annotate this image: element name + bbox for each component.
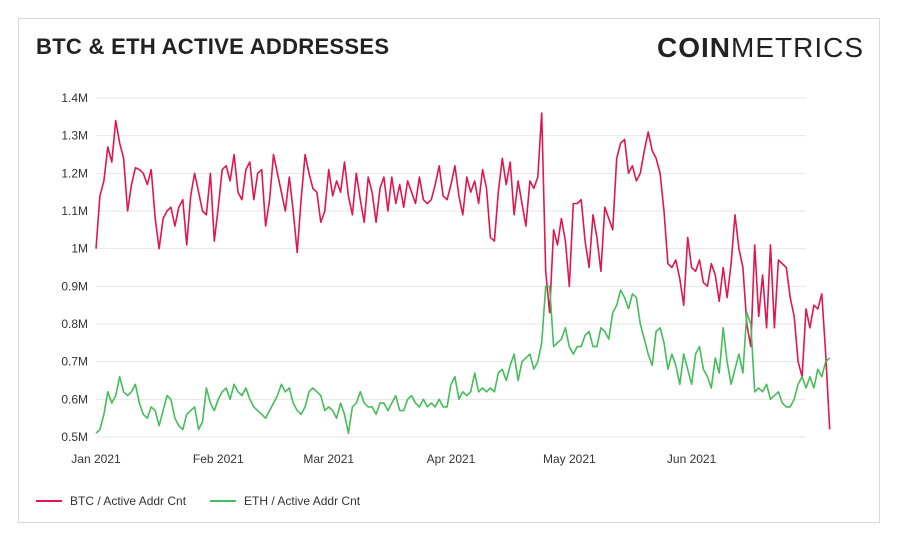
x-tick-label: Jun 2021 (667, 452, 717, 466)
legend-item-btc[interactable]: BTC / Active Addr Cnt (36, 494, 186, 508)
legend: BTC / Active Addr Cnt ETH / Active Addr … (36, 494, 360, 508)
x-tick-label: Mar 2021 (303, 452, 354, 466)
y-tick-label: 1.2M (61, 166, 88, 180)
y-tick-label: 0.9M (61, 279, 88, 293)
legend-label-eth: ETH / Active Addr Cnt (244, 494, 361, 508)
x-tick-label: May 2021 (543, 452, 596, 466)
y-tick-label: 1.1M (61, 204, 88, 218)
chart-frame (18, 18, 880, 523)
btc-series-line (95, 112, 831, 430)
y-tick-label: 0.5M (61, 430, 88, 444)
coinmetrics-logo: COINMETRICS (657, 32, 864, 64)
grid-lines (96, 97, 806, 438)
x-tick-label: Feb 2021 (193, 452, 244, 466)
legend-swatch-btc (36, 500, 62, 502)
y-tick-label: 1.4M (61, 91, 88, 105)
legend-item-eth[interactable]: ETH / Active Addr Cnt (210, 494, 360, 508)
y-tick-label: 1.3M (61, 129, 88, 143)
y-tick-label: 0.7M (61, 355, 88, 369)
y-tick-label: 0.6M (61, 392, 88, 406)
chart-title: BTC & ETH ACTIVE ADDRESSES (36, 34, 390, 59)
x-tick-label: Jan 2021 (71, 452, 121, 466)
logo-text-bold: COIN (657, 32, 731, 63)
series-lines (95, 112, 831, 434)
y-tick-label: 0.8M (61, 317, 88, 331)
x-axis-ticks: Jan 2021 Feb 2021 Mar 2021 Apr 2021 May 2021… (71, 452, 716, 466)
y-axis-ticks: 0.5M 0.6M 0.7M 0.8M 0.9M 1M 1.1M 1.2M 1.3M 1.4M (61, 91, 88, 444)
y-tick-label: 1M (71, 242, 88, 256)
logo-text-light: METRICS (731, 32, 864, 63)
x-tick-label: Apr 2021 (427, 452, 476, 466)
eth-series-line (95, 285, 831, 434)
legend-swatch-eth (210, 500, 237, 502)
legend-label-btc: BTC / Active Addr Cnt (70, 494, 187, 508)
